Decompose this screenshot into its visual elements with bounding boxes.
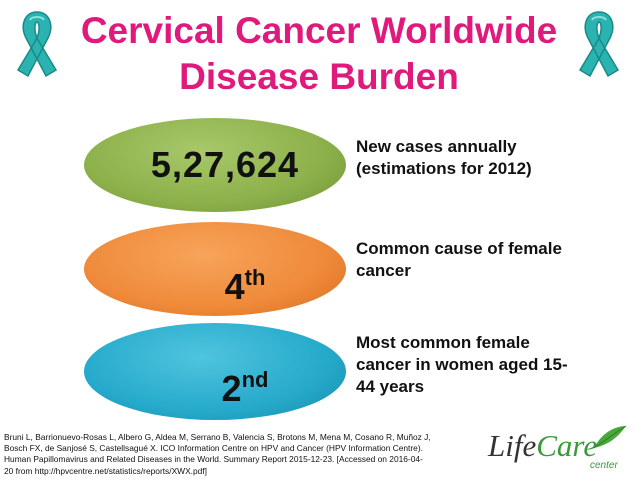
desc-line: cancer in women aged 15- [356, 355, 568, 374]
logo-subtitle: center [590, 460, 618, 471]
desc-line: (estimations for 2012) [356, 159, 532, 178]
lifecare-logo: LifeCare center [480, 422, 632, 476]
page-title: Cervical Cancer Worldwide Disease Burden [60, 8, 578, 100]
desc-line: cancer [356, 261, 411, 280]
rank-suffix: th [244, 264, 266, 290]
rank-number: 4 [224, 265, 245, 307]
citation: Bruni L, Barrionuevo-Rosas L, Albero G, … [4, 432, 434, 477]
desc-line: Common cause of female [356, 239, 562, 258]
rank-value: 2nd [222, 367, 269, 410]
rank-suffix: nd [241, 367, 269, 392]
age-group-description: Most common female cancer in women aged … [356, 332, 591, 398]
desc-line: 44 years [356, 377, 425, 396]
title-line-2: Disease Burden [179, 56, 459, 97]
rank-value: 4th [225, 265, 266, 308]
rank-number: 2 [221, 368, 242, 409]
leaf-icon [593, 425, 627, 449]
citation-line: Bosch FX, de Sanjosé S, Castellsagué X. … [4, 443, 423, 454]
logo-life: Life [488, 428, 537, 463]
new-cases-value: 5,27,624 [150, 144, 300, 185]
logo-wordmark: LifeCare [488, 428, 597, 464]
desc-line: New cases annually [356, 137, 517, 156]
rank-common-cause-ellipse: 4th [84, 222, 346, 316]
awareness-ribbon-icon [16, 11, 58, 78]
new-cases-ellipse: 5,27,624 [84, 118, 346, 212]
citation-line: Bruni L, Barrionuevo-Rosas L, Albero G, … [4, 432, 431, 442]
citation-line: 20 from http://hpvcentre.net/statistics/… [4, 465, 207, 476]
awareness-ribbon-icon [578, 11, 620, 78]
desc-line: Most common female [356, 333, 530, 352]
logo-care: Care [536, 428, 598, 463]
title-line-1: Cervical Cancer Worldwide [80, 10, 558, 51]
rank-age-group-ellipse: 2nd [84, 323, 346, 420]
common-cause-description: Common cause of female cancer [356, 238, 596, 282]
citation-line: Human Papillomavirus and Related Disease… [4, 454, 423, 465]
new-cases-description: New cases annually (estimations for 2012… [356, 136, 596, 180]
